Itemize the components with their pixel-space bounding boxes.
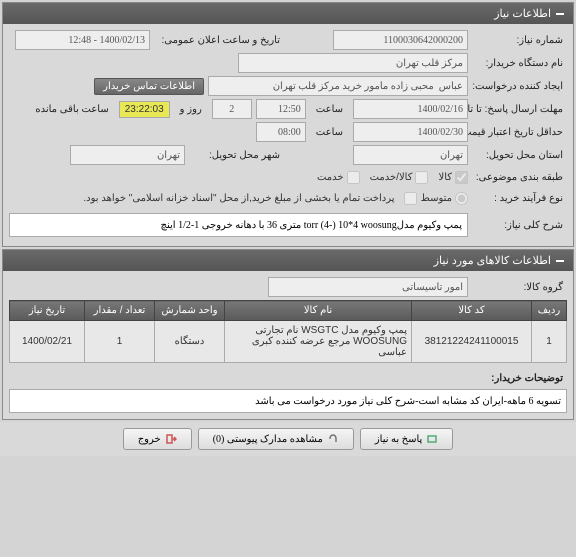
cell-qty: 1 [85,321,155,363]
th-code: کد کالا [412,301,532,321]
day-and-label: روز و [174,102,208,117]
goods-info-panel: اطلاعات کالاهای مورد نیاز گروه کالا: ردی… [2,249,574,420]
need-info-title: اطلاعات نیاز [494,7,551,20]
minus-icon[interactable] [555,9,565,19]
cat-goods-label: کالا [438,172,452,183]
deadline-date-field [353,99,468,119]
cell-unit: دستگاه [155,321,225,363]
process-opt-label: متوسط [421,193,452,204]
cell-date: 1400/02/21 [10,321,85,363]
exit-icon [165,433,177,445]
th-name: نام کالا [225,301,412,321]
reply-button[interactable]: پاسخ به نیاز [360,428,454,450]
minus-icon[interactable] [555,256,565,266]
th-date: تاریخ نیاز [10,301,85,321]
goods-info-title: اطلاعات کالاهای مورد نیاز [434,254,551,267]
goods-info-header: اطلاعات کالاهای مورد نیاز [3,250,573,271]
need-no-label: شماره نیاز: [472,33,567,48]
validity-label: حداقل تاریخ اعتبار قیمت: تا تاریخ: [472,125,567,140]
need-no-field [333,30,468,50]
contact-info-button[interactable]: اطلاعات تماس خریدار [94,78,204,95]
exit-button[interactable]: خروج [123,428,192,450]
cat-service-checkbox[interactable]: کالا/خدمت [370,171,429,184]
deadline-label: مهلت ارسال پاسخ: تا تاریخ: [472,102,567,117]
goods-table: ردیف کد کالا نام کالا واحد شمارش تعداد /… [9,300,567,363]
category-label: طبقه بندی موضوعی: [472,170,567,185]
announce-label: تاریخ و ساعت اعلان عمومی: [154,33,284,48]
group-field [268,277,468,297]
province-field [353,145,468,165]
validity-time-field [256,122,306,142]
desc-label: شرح کلی نیاز: [472,218,567,233]
th-idx: ردیف [532,301,567,321]
process-note-checkbox[interactable]: پرداخت تمام یا بخشی از مبلغ خرید,از محل … [77,190,416,207]
buyer-label: نام دستگاه خریدار: [472,56,567,71]
announce-field [15,30,150,50]
th-qty: تعداد / مقدار [85,301,155,321]
cat-kh-label: خدمت [317,172,344,183]
buyer-field [238,53,468,73]
time-label-2: ساعت [310,125,349,140]
days-field [212,99,252,119]
time-label-1: ساعت [310,102,349,117]
process-label: نوع فرآیند خرید : [472,191,567,206]
remaining-label: ساعت باقی مانده [29,102,114,117]
need-info-panel: اطلاعات نیاز شماره نیاز: تاریخ و ساعت اع… [2,2,574,247]
attachments-button[interactable]: مشاهده مدارک پیوستی (0) [198,428,354,450]
th-unit: واحد شمارش [155,301,225,321]
city-field [70,145,185,165]
process-opt-radio[interactable]: متوسط [421,192,468,205]
remaining-time-badge: 23:22:03 [119,101,170,118]
exit-button-label: خروج [138,434,161,445]
province-label: استان محل تحویل: [472,148,567,163]
attach-icon [327,433,339,445]
cell-name: پمپ وکیوم مدل WSGTC نام تجارتی WOOSUNG م… [225,321,412,363]
creator-field [208,76,468,96]
cat-service-label: کالا/خدمت [370,172,413,183]
validity-date-field [353,122,468,142]
cat-goods-checkbox[interactable]: کالا [438,171,468,184]
group-label: گروه کالا: [472,280,567,295]
cell-idx: 1 [532,321,567,363]
reply-icon [426,433,438,445]
cell-code: 38121224241100015 [412,321,532,363]
deadline-time-field [256,99,306,119]
attachments-button-label: مشاهده مدارک پیوستی (0) [213,434,323,445]
process-note-text: پرداخت تمام یا بخشی از مبلغ خرید,از محل … [77,190,400,207]
buyer-note-field[interactable] [9,389,567,413]
button-bar: پاسخ به نیاز مشاهده مدارک پیوستی (0) خرو… [0,422,576,456]
table-row[interactable]: 1 38121224241100015 پمپ وکیوم مدل WSGTC … [10,321,567,363]
need-info-header: اطلاعات نیاز [3,3,573,24]
desc-field[interactable] [9,213,468,237]
city-label: شهر محل تحویل: [189,148,284,163]
buyer-note-label: توضیحات خریدار: [472,371,567,386]
creator-label: ایجاد کننده درخواست: [472,79,567,94]
cat-kh-checkbox[interactable]: خدمت [317,171,360,184]
reply-button-label: پاسخ به نیاز [375,434,423,445]
